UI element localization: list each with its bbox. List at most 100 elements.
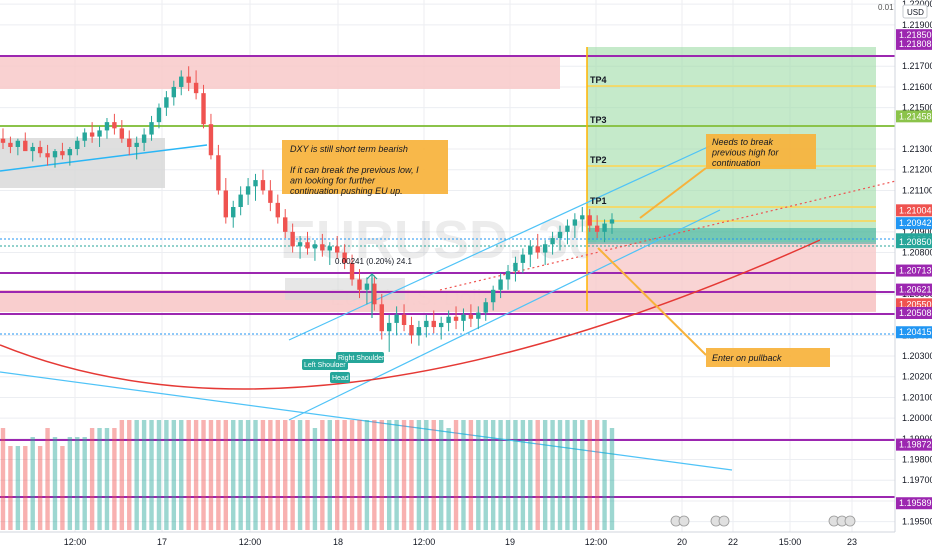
note-dxy-box[interactable] [282,140,448,194]
volume-bar [45,428,50,530]
volume-bar [290,420,295,530]
channel-lower [288,209,721,421]
volume-bar [89,428,95,530]
candle-body [112,122,117,129]
candle-body [587,215,592,226]
candle-body [520,254,526,263]
candle-body [216,155,221,191]
callout-line-enter [597,247,707,356]
candle-body [349,262,355,280]
price-tick-label: 1.21300 [902,144,932,154]
candle-body [45,153,50,158]
volume-bar [268,420,273,530]
volume-bar [572,420,578,530]
volume-bar [342,420,347,530]
note-line: DXY is still short term bearish [290,144,408,154]
horizontal-levels [0,47,895,498]
volume-bar [580,420,585,530]
volume-bar [141,420,147,530]
volume-bar [468,420,474,530]
price-tag-bg [896,29,932,42]
candle-body [37,146,43,154]
price-tag-bg [896,497,932,510]
volume-bar [149,420,154,530]
note-enter-box[interactable] [706,348,830,367]
candle-body [15,140,21,147]
candle-body [60,151,65,156]
candle-body [231,207,236,218]
pattern-labels: Left Shoulder Right Shoulder Head [302,352,385,383]
volume-bar [453,420,459,530]
price-tag-label: 1.20621 [899,285,932,295]
candle-body [446,316,451,323]
volume-bar [104,428,110,530]
currency-button[interactable] [902,4,928,19]
neckline-zone [285,278,405,300]
price-tick-label: 1.21700 [902,61,932,71]
candle-body [364,283,370,290]
time-tick-label: 12:00 [64,537,87,547]
note-line: Needs to break [712,137,774,147]
price-tick-label: 1.20100 [902,392,932,402]
volume-bar [535,420,540,530]
note-dxy-text: DXY is still short term bearish If it can… [290,144,419,196]
candle-body [483,302,488,313]
economic-event-icons[interactable] [670,515,856,527]
volume-bar [320,420,325,530]
price-tag-label: 1.21850 [899,30,932,40]
candle-body [505,271,511,280]
long-stop-area [587,242,876,311]
note-line: continuation pushing EU up. [290,186,403,196]
volume-bar [253,420,258,530]
candle-body [253,180,258,187]
volume-bar [30,437,35,530]
volume-bar [386,420,392,530]
candle-body [30,146,35,152]
candle-body [260,180,266,191]
right-shoulder-label: Right Shoulder [338,355,385,362]
volume-bar [483,420,488,530]
time-tick-label: 23 [847,537,857,547]
time-tick-label: 12:00 [413,537,436,547]
price-tag-bg [896,37,932,50]
candle-body [424,320,429,328]
price-tick-label: 1.21200 [902,165,932,175]
candle-body [602,223,607,232]
candle-body [498,279,503,290]
dotted-projection [439,179,901,291]
tp1-label: TP1 [590,196,607,206]
volume-bar [0,428,6,530]
time-axis: 12:00 17 12:00 18 12:00 19 12:00 20 22 15:00 23 [64,537,857,547]
candle-body [179,76,184,87]
left-shoulder-label: Left Shoulder [304,362,346,369]
volume-bar [193,420,199,530]
volume-bar [594,420,600,530]
price-tag-label: 1.19872 [899,440,932,450]
candle-body [476,312,481,319]
event-flag-icon[interactable] [844,515,856,527]
volume-bar [357,420,362,530]
volume-bar [327,420,332,530]
measure-label: 0.00241 (0.20%) 24.1 [335,257,412,266]
upper-trendline [0,144,208,172]
candle-body [528,246,533,255]
tp3-label: TP3 [590,115,607,125]
price-tag-bg [896,217,932,230]
price-tag-bg [896,204,932,217]
price-tick-label: 1.21600 [902,82,932,92]
candle-body [119,128,125,139]
volume-bar [67,437,73,530]
volume-bar [409,420,414,530]
price-tag-label: 1.20550 [899,299,932,309]
candle-body [23,140,28,152]
note-break-box[interactable] [706,134,816,169]
channel-upper [288,139,724,341]
event-flag-icon[interactable] [678,515,690,527]
price-tag-bg [896,326,932,339]
time-axis-bg[interactable] [0,532,895,550]
time-tick-label: 12:00 [239,537,262,547]
tp4-label: TP4 [590,75,607,85]
price-tag-label: 1.21808 [899,39,932,49]
event-flag-icon[interactable] [718,515,730,527]
